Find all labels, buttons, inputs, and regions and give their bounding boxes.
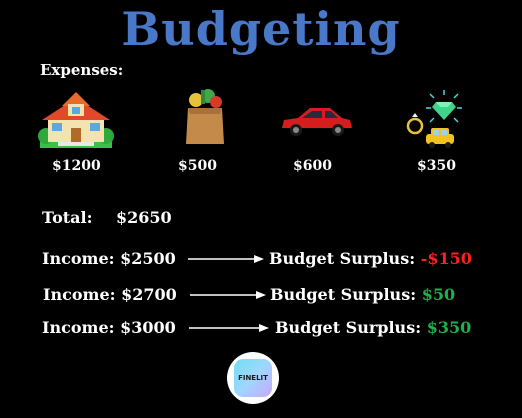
luxury-icon <box>406 90 462 148</box>
groceries-icon <box>186 89 224 144</box>
logo-badge: FINELIT <box>234 359 272 397</box>
arrow-icon <box>189 324 269 332</box>
surplus-label: Budget Surplus: <box>270 285 417 304</box>
surplus-value: $350 <box>426 318 472 337</box>
page-title: Budgeting <box>121 2 401 56</box>
expense-amount-luxury: $350 <box>417 158 456 174</box>
arrow-icon <box>190 291 266 299</box>
surplus-label: Budget Surplus: <box>269 249 416 268</box>
surplus-label: Budget Surplus: <box>275 318 422 337</box>
expense-amount-groceries: $500 <box>178 158 217 174</box>
expense-amount-car: $600 <box>293 158 332 174</box>
income-3: Income: $3000 <box>42 318 176 337</box>
total-label: Total: <box>42 208 93 227</box>
surplus-1: Budget Surplus: -$150 <box>269 249 472 268</box>
surplus-value: -$150 <box>420 249 472 268</box>
car-icon <box>282 108 352 136</box>
finelit-logo: FINELIT <box>227 352 279 404</box>
expense-amount-house: $1200 <box>52 158 101 174</box>
total-value: $2650 <box>116 208 172 227</box>
surplus-2: Budget Surplus: $50 <box>270 285 455 304</box>
expenses-label: Expenses: <box>40 61 124 79</box>
income-1: Income: $2500 <box>42 249 176 268</box>
surplus-value: $50 <box>421 285 456 304</box>
arrow-icon <box>188 255 264 263</box>
income-2: Income: $2700 <box>43 285 177 304</box>
house-icon <box>38 92 114 148</box>
logo-text: FINELIT <box>238 374 268 382</box>
surplus-3: Budget Surplus: $350 <box>275 318 471 337</box>
